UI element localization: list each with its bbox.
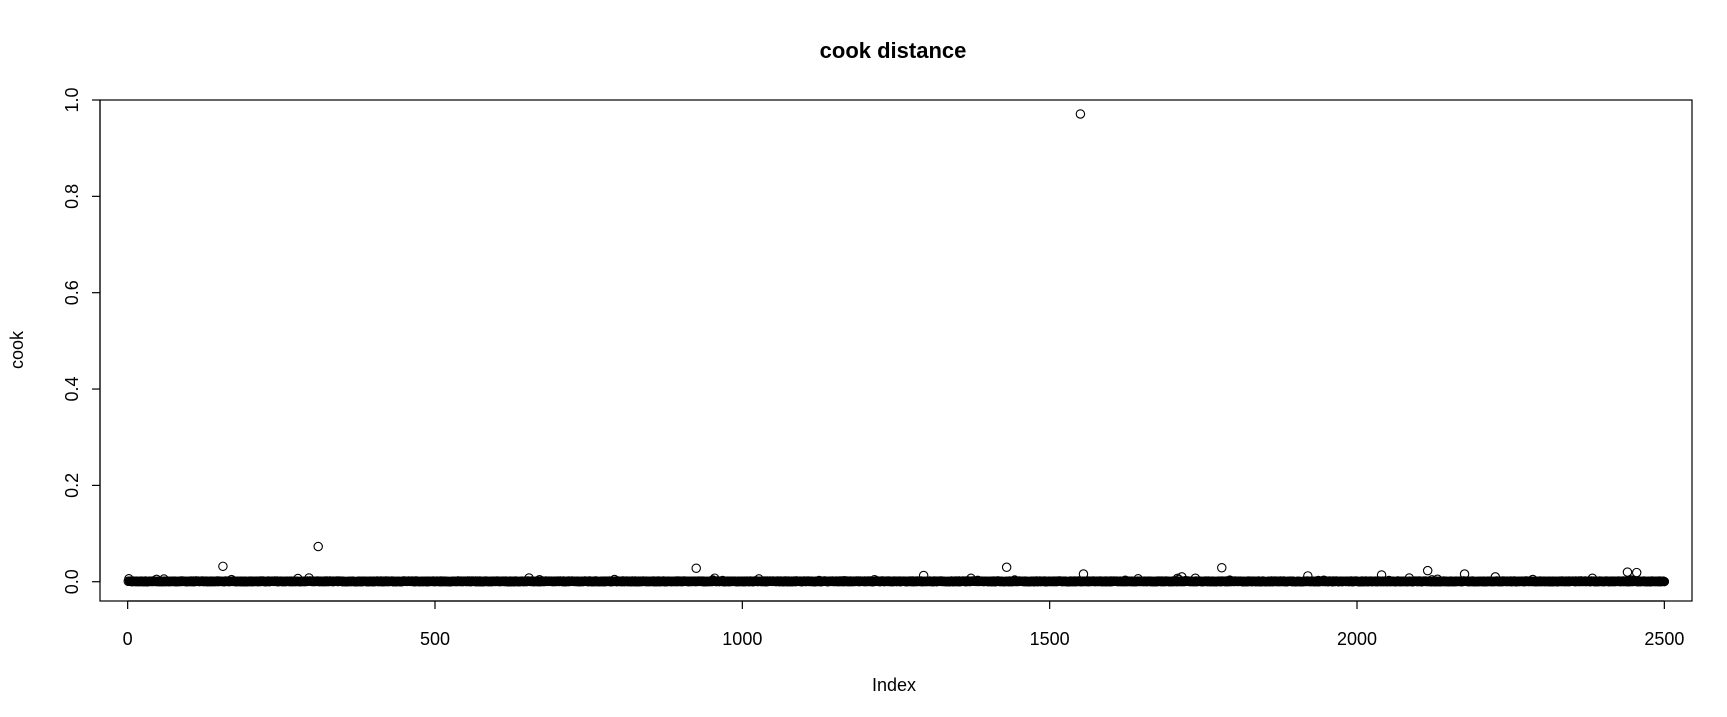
outlier-point <box>1622 567 1633 577</box>
outlier-point <box>1422 565 1433 576</box>
outlier-point <box>1459 569 1470 579</box>
x-tick-label: 1000 <box>722 629 762 649</box>
x-tick-label: 0 <box>123 629 133 649</box>
data-point <box>1659 576 1670 587</box>
x-tick-label: 500 <box>420 629 450 649</box>
outlier-point <box>1631 567 1642 578</box>
y-tick-label: 0.2 <box>62 473 82 498</box>
y-tick-label: 0.0 <box>62 569 82 594</box>
plot-frame <box>99 99 1693 602</box>
outlier-point <box>1376 570 1387 580</box>
y-tick-label: 0.6 <box>62 280 82 305</box>
y-tick-label: 0.4 <box>62 377 82 402</box>
outlier-point <box>218 561 228 572</box>
outlier-point <box>1303 571 1313 581</box>
outlier-point <box>1075 109 1086 119</box>
outlier-point <box>691 563 701 573</box>
x-tick-label: 2000 <box>1337 629 1377 649</box>
y-axis-label: cook <box>7 330 27 369</box>
outlier-point <box>1001 562 1012 573</box>
x-axis: 0 500 1000 1500 2000 2500 <box>123 600 1684 649</box>
outlier-point <box>1177 572 1187 582</box>
outlier-point <box>1490 572 1501 582</box>
y-tick-label: 0.8 <box>62 184 82 209</box>
chart-title: cook distance <box>820 38 967 63</box>
y-axis: 0.0 0.2 0.4 0.6 0.8 1.0 <box>62 87 101 594</box>
outlier-point <box>1078 569 1089 579</box>
x-tick-label: 1500 <box>1030 629 1070 649</box>
x-axis-label: Index <box>872 675 916 695</box>
data-points <box>123 109 1670 587</box>
x-tick-label: 2500 <box>1644 629 1684 649</box>
outlier-point <box>918 570 929 581</box>
outlier-point <box>1217 563 1227 573</box>
y-tick-label: 1.0 <box>62 87 82 112</box>
outlier-point <box>313 541 323 552</box>
